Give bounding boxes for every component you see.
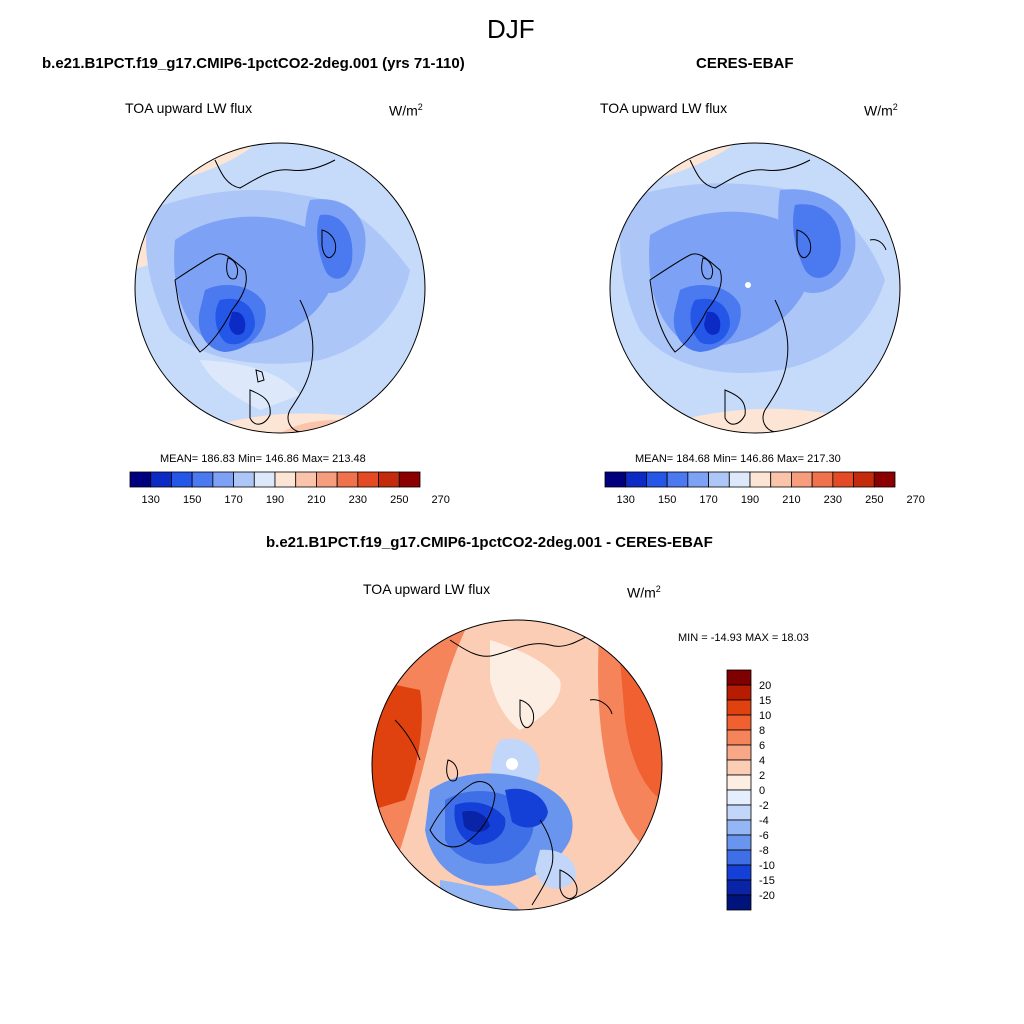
colorbar-tick-label: -6 — [759, 830, 769, 842]
colorbar-swatch — [726, 759, 752, 776]
diff-stats: MIN = -14.93 MAX = 18.03 — [678, 632, 809, 644]
colorbar-swatch — [749, 471, 772, 488]
colorbar-swatch — [726, 774, 752, 791]
colorbar-swatch — [726, 894, 752, 911]
colorbar-swatch — [687, 471, 709, 488]
colorbar-swatch — [666, 471, 689, 488]
colorbar-swatch — [832, 471, 854, 488]
colorbar-tick-label: 250 — [865, 494, 883, 506]
colorbar-swatch — [708, 471, 730, 488]
colorbar-tick-label: 2 — [759, 770, 765, 782]
colorbar-tick-label: 150 — [658, 494, 676, 506]
colorbar-swatch — [726, 834, 752, 851]
model-stats: MEAN= 186.83 Min= 146.86 Max= 213.48 — [160, 453, 366, 465]
diff-units-label: W/m2 — [627, 584, 661, 601]
colorbar-tick-label: -15 — [759, 875, 775, 887]
colorbar-swatch — [316, 471, 338, 488]
model-colorbar: 130 150 170 190 210 230 250 270 — [129, 471, 450, 506]
colorbar-swatch — [336, 471, 359, 488]
colorbar-tick-label: 10 — [759, 710, 771, 722]
colorbar-swatch — [604, 471, 627, 488]
colorbar-tick-label: 270 — [432, 494, 450, 506]
colorbar-swatch — [398, 471, 421, 488]
obs-variable-label: TOA upward LW flux — [600, 100, 728, 116]
colorbar-tick-label: -10 — [759, 860, 775, 872]
colorbar-swatch — [233, 471, 255, 488]
colorbar-swatch — [726, 714, 752, 731]
obs-colorbar: 130 150 170 190 210 230 250 270 — [604, 471, 925, 506]
colorbar-tick-label: 230 — [824, 494, 842, 506]
colorbar-swatch — [726, 699, 752, 716]
colorbar-swatch — [811, 471, 834, 488]
colorbar-tick-label: 170 — [699, 494, 717, 506]
colorbar-swatch — [625, 471, 647, 488]
colorbar-tick-label: 190 — [741, 494, 759, 506]
colorbar-tick-label: 6 — [759, 740, 765, 752]
colorbar-swatch — [253, 471, 276, 488]
colorbar-swatch — [378, 471, 400, 488]
colorbar-swatch — [770, 471, 792, 488]
colorbar-tick-label: -2 — [759, 800, 769, 812]
colorbar-swatch — [274, 471, 297, 488]
colorbar-tick-label: 150 — [183, 494, 201, 506]
colorbar-swatch — [728, 471, 751, 488]
colorbar-swatch — [726, 849, 752, 866]
colorbar-tick-label: 0 — [759, 785, 765, 797]
colorbar-swatch — [726, 789, 752, 806]
colorbar-tick-label: -8 — [759, 845, 769, 857]
colorbar-swatch — [171, 471, 193, 488]
colorbar-tick-label: 15 — [759, 695, 771, 707]
colorbar-tick-label: -20 — [759, 890, 775, 902]
colorbar-tick-label: 270 — [907, 494, 925, 506]
colorbar-swatch — [191, 471, 214, 488]
colorbar-tick-label: 230 — [349, 494, 367, 506]
obs-polar-map — [609, 142, 901, 434]
figure-title: DJF — [487, 14, 535, 44]
diff-variable-label: TOA upward LW flux — [363, 581, 491, 597]
obs-panel-title: CERES-EBAF — [696, 55, 794, 72]
colorbar-tick-label: 210 — [782, 494, 800, 506]
colorbar-swatch — [726, 729, 752, 746]
colorbar-swatch — [726, 744, 752, 761]
colorbar-swatch — [129, 471, 152, 488]
colorbar-swatch — [726, 684, 752, 701]
colorbar-swatch — [853, 471, 875, 488]
colorbar-swatch — [726, 804, 752, 821]
diff-panel-title: b.e21.B1PCT.f19_g17.CMIP6-1pctCO2-2deg.0… — [266, 534, 713, 551]
colorbar-tick-label: 20 — [759, 680, 771, 692]
model-units-label: W/m2 — [389, 102, 423, 119]
colorbar-tick-label: -4 — [759, 815, 769, 827]
colorbar-swatch — [212, 471, 234, 488]
colorbar-swatch — [726, 879, 752, 896]
colorbar-tick-label: 250 — [390, 494, 408, 506]
colorbar-swatch — [295, 471, 317, 488]
model-variable-label: TOA upward LW flux — [125, 100, 253, 116]
colorbar-tick-label: 4 — [759, 755, 765, 767]
colorbar-swatch — [150, 471, 172, 488]
colorbar-tick-label: 8 — [759, 725, 765, 737]
obs-units-label: W/m2 — [864, 102, 898, 119]
model-panel-title: b.e21.B1PCT.f19_g17.CMIP6-1pctCO2-2deg.0… — [42, 55, 465, 72]
colorbar-swatch — [726, 819, 752, 836]
colorbar-swatch — [873, 471, 896, 488]
colorbar-swatch — [646, 471, 668, 488]
colorbar-tick-label: 130 — [617, 494, 635, 506]
model-polar-map — [134, 142, 426, 434]
colorbar-swatch — [791, 471, 813, 488]
colorbar-tick-label: 210 — [307, 494, 325, 506]
colorbar-swatch — [357, 471, 379, 488]
colorbar-swatch — [726, 669, 752, 686]
colorbar-tick-label: 190 — [266, 494, 284, 506]
colorbar-tick-label: 170 — [224, 494, 242, 506]
colorbar-tick-label: 130 — [142, 494, 160, 506]
obs-stats: MEAN= 184.68 Min= 146.86 Max= 217.30 — [635, 453, 841, 465]
diff-polar-map — [371, 619, 663, 911]
colorbar-swatch — [726, 864, 752, 881]
